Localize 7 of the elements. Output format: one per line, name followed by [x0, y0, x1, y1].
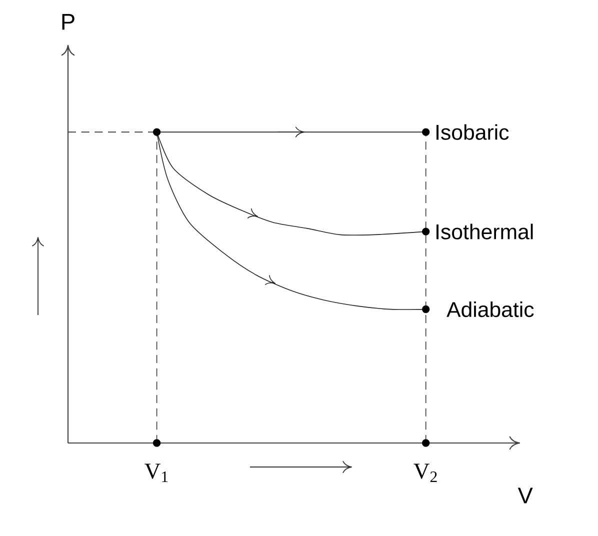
x-tick-label: V$_{1}$: [144, 464, 168, 482]
series-label: Adiabatic: [446, 301, 534, 318]
series-label: Isobaric: [436, 124, 509, 140]
x-tick-label: V$_{2}$: [414, 464, 437, 482]
x-axis-title: V: [518, 488, 533, 504]
series-label: Isothermal: [436, 224, 533, 240]
y-axis-title: P: [62, 14, 74, 30]
